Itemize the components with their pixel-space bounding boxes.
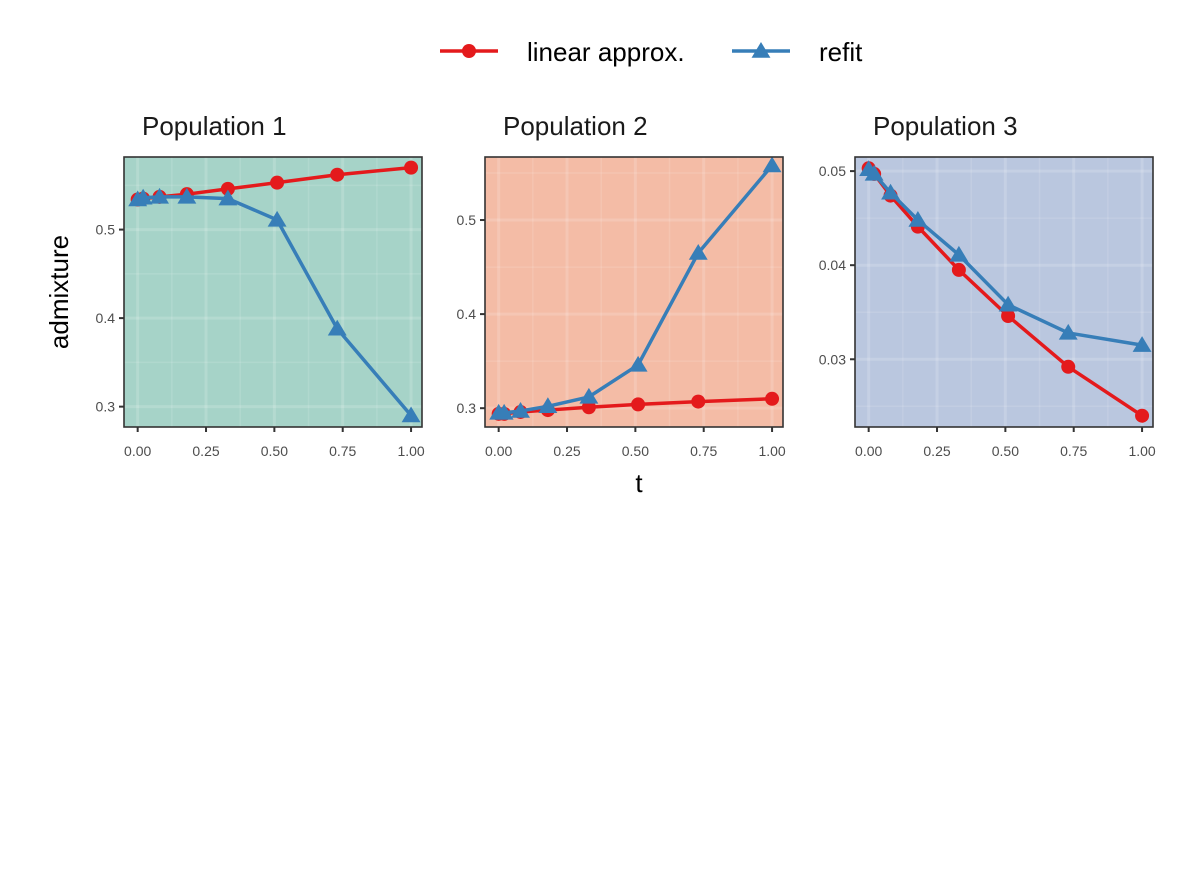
panel-title: Population 3 (873, 111, 1018, 141)
data-point-refit (628, 355, 648, 372)
y-axis-title: admixture (44, 235, 74, 349)
x-tick-label: 0.25 (553, 443, 580, 459)
data-point-refit (949, 245, 969, 262)
data-point-refit (881, 183, 900, 200)
data-point-refit (267, 210, 287, 227)
legend-item-refit: refit (732, 37, 863, 67)
x-tick-label: 1.00 (397, 443, 424, 459)
data-point-refit (218, 189, 238, 206)
data-point-linear-approx (691, 394, 706, 409)
legend-marker-circle (462, 44, 476, 58)
panel-3: 0.00 0.25 0.50 0.75 1.00 0.03 0.04 0.05 Populati… (819, 111, 1156, 459)
x-tick-label: 0.00 (485, 443, 512, 459)
y-tick-label: 0.5 (457, 212, 477, 228)
data-point-linear-approx (765, 391, 780, 406)
panel-background (124, 157, 422, 427)
x-tick-label: 1.00 (758, 443, 785, 459)
x-axis-title: t (635, 468, 643, 498)
data-point-refit (327, 319, 347, 336)
data-point-refit (538, 397, 558, 414)
y-tick-label: 0.04 (819, 257, 846, 273)
data-point-linear-approx (581, 400, 596, 415)
x-tick-label: 0.75 (1060, 443, 1087, 459)
data-point-refit (1132, 336, 1152, 352)
legend-item-linear-approx: linear approx. (440, 37, 685, 67)
data-point-linear-approx (631, 397, 646, 412)
data-point-refit (864, 164, 884, 181)
data-point-refit (908, 211, 928, 227)
legend: linear approx. refit (440, 37, 863, 67)
data-point-refit (1058, 323, 1078, 340)
y-tick-label: 0.4 (96, 310, 116, 326)
x-tick-label: 0.00 (855, 443, 882, 459)
data-point-refit (494, 403, 514, 420)
data-point-linear-approx (220, 181, 235, 196)
y-tick-label: 0.05 (819, 163, 846, 179)
data-point-refit (579, 387, 599, 404)
data-point-linear-approx (330, 167, 345, 182)
x-tick-label: 0.75 (329, 443, 356, 459)
data-point-refit (177, 187, 197, 204)
data-point-linear-approx (1061, 359, 1076, 374)
panel-border (854, 156, 1154, 428)
data-point-refit (133, 188, 153, 205)
data-point-linear-approx (270, 175, 285, 190)
panel-background (485, 157, 783, 427)
y-tick-label: 0.03 (819, 351, 846, 367)
legend-label: linear approx. (527, 37, 685, 67)
legend-marker-triangle (751, 42, 771, 58)
y-tick-label: 0.4 (457, 306, 477, 322)
panel-background (855, 157, 1153, 427)
y-tick-label: 0.5 (96, 222, 116, 238)
x-tick-label: 0.50 (992, 443, 1019, 459)
panel-border (484, 156, 784, 428)
panel-title: Population 2 (503, 111, 648, 141)
panel-title: Population 1 (142, 111, 287, 141)
x-tick-label: 0.00 (124, 443, 151, 459)
panel-1: 0.00 0.25 0.50 0.75 1.00 0.3 0.4 0.5 Population … (96, 111, 425, 459)
data-point-linear-approx (951, 262, 966, 277)
x-tick-label: 0.75 (690, 443, 717, 459)
data-point-linear-approx (1135, 408, 1150, 423)
data-point-refit (511, 402, 530, 418)
x-tick-label: 0.25 (923, 443, 950, 459)
x-tick-label: 0.50 (261, 443, 288, 459)
y-tick-label: 0.3 (457, 400, 477, 416)
y-tick-label: 0.3 (96, 399, 116, 415)
data-point-refit (150, 187, 169, 204)
data-point-refit (762, 156, 782, 173)
data-point-refit (998, 295, 1018, 312)
x-tick-label: 0.50 (622, 443, 649, 459)
panel-2: 0.00 0.25 0.50 0.75 1.00 0.3 0.4 0.5 Population … (457, 111, 786, 459)
x-tick-label: 0.25 (192, 443, 219, 459)
data-point-refit (688, 243, 708, 260)
legend-label: refit (819, 37, 863, 67)
x-tick-label: 1.00 (1128, 443, 1155, 459)
panel-border (123, 156, 423, 428)
data-point-refit (401, 406, 421, 423)
data-point-linear-approx (1001, 308, 1016, 323)
data-point-linear-approx (404, 160, 419, 175)
